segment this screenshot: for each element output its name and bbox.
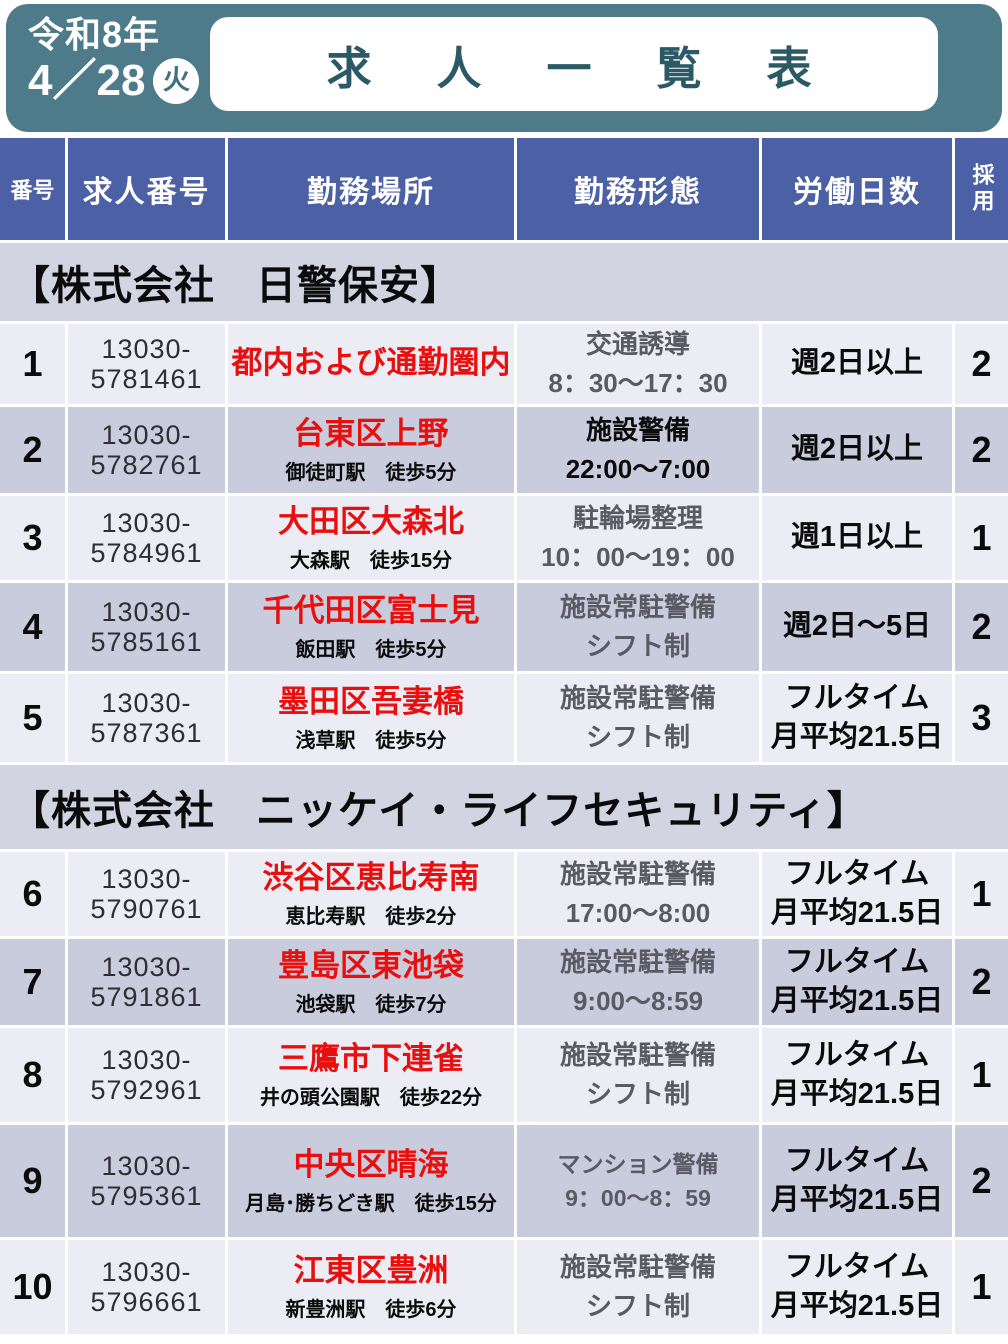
hire-count-cell: 1: [955, 1240, 1008, 1334]
section-header-company-2: 【株式会社 ニッケイ・ライフセキュリティ】: [0, 765, 1008, 849]
row-number-cell: 9: [0, 1125, 65, 1237]
table-row: 8 13030- 5792961 三鷹市下連雀 井の頭公園駅 徒歩22分 施設常駐警…: [0, 1028, 1008, 1122]
date-row: 4／28 火: [28, 56, 200, 105]
work-days-cell: フルタイム 月平均21.5日: [762, 1028, 952, 1122]
table-row: 5 13030- 5787361 墨田区吾妻橋 浅草駅 徒歩5分 施設常駐警備 シフト…: [0, 674, 1008, 762]
era-year: 令和8年: [28, 14, 161, 55]
hire-count-cell: 2: [955, 939, 1008, 1025]
row-number-cell: 4: [0, 583, 65, 671]
work-days-cell: フルタイム 月平均21.5日: [762, 674, 952, 762]
hire-count-cell: 2: [955, 583, 1008, 671]
work-type-cell: 施設常駐警備 シフト制: [517, 583, 759, 671]
job-number-cell: 13030- 5781461: [68, 324, 225, 404]
job-number-cell: 13030- 5796661: [68, 1240, 225, 1334]
table-row: 10 13030- 5796661 江東区豊洲 新豊洲駅 徒歩6分 施設常駐警備 シフ…: [0, 1240, 1008, 1334]
date-value: 4／28: [28, 56, 146, 105]
row-number-cell: 7: [0, 939, 65, 1025]
header-work-days: 労働日数: [762, 138, 952, 240]
work-type-cell: 施設常駐警備 シフト制: [517, 1240, 759, 1334]
location-cell: 墨田区吾妻橋 浅草駅 徒歩5分: [228, 674, 514, 762]
work-days-cell: フルタイム 月平均21.5日: [762, 852, 952, 936]
work-type-cell: 施設常駐警備 17:00～8:00: [517, 852, 759, 936]
banner: 令和8年 4／28 火 求 人 一 覧 表: [6, 4, 1002, 132]
page-title: 求 人 一 覧 表: [326, 42, 822, 94]
location-cell: 千代田区富士見 飯田駅 徒歩5分: [228, 583, 514, 671]
work-type-cell: 交通誘導 8：30～17：30: [517, 324, 759, 404]
work-days-cell: 週2日以上: [762, 407, 952, 493]
work-days-cell: 週1日以上: [762, 496, 952, 580]
hire-count-cell: 1: [955, 1028, 1008, 1122]
work-type-cell: 施設常駐警備 シフト制: [517, 674, 759, 762]
table-row: 3 13030- 5784961 大田区大森北 大森駅 徒歩15分 駐輪場整理 10：…: [0, 496, 1008, 580]
row-number-cell: 6: [0, 852, 65, 936]
header-hire: 採用: [955, 138, 1008, 240]
location-cell: 台東区上野 御徒町駅 徒歩5分: [228, 407, 514, 493]
date-block: 令和8年 4／28 火: [28, 12, 200, 105]
weekday-badge: 火: [153, 58, 200, 105]
job-number-cell: 13030- 5784961: [68, 496, 225, 580]
work-days-cell: フルタイム 月平均21.5日: [762, 1240, 952, 1334]
hire-count-cell: 2: [955, 407, 1008, 493]
hire-count-cell: 1: [955, 496, 1008, 580]
table-row: 4 13030- 5785161 千代田区富士見 飯田駅 徒歩5分 施設常駐警備 シフ…: [0, 583, 1008, 671]
work-days-cell: 週2日以上: [762, 324, 952, 404]
header-work-type: 勤務形態: [517, 138, 759, 240]
table-row: 7 13030- 5791861 豊島区東池袋 池袋駅 徒歩7分 施設常駐警備 9:0…: [0, 939, 1008, 1025]
work-days-cell: 週2日～5日: [762, 583, 952, 671]
location-cell: 大田区大森北 大森駅 徒歩15分: [228, 496, 514, 580]
page-title-box: 求 人 一 覧 表: [210, 17, 938, 111]
table-header-row: 番号 求人番号 勤務場所 勤務形態 労働日数 採用: [0, 138, 1008, 240]
work-days-cell: フルタイム 月平均21.5日: [762, 1125, 952, 1237]
job-number-cell: 13030- 5795361: [68, 1125, 225, 1237]
work-days-cell: フルタイム 月平均21.5日: [762, 939, 952, 1025]
hire-count-cell: 2: [955, 324, 1008, 404]
work-type-cell: 施設常駐警備 9:00～8:59: [517, 939, 759, 1025]
location-cell: 三鷹市下連雀 井の頭公園駅 徒歩22分: [228, 1028, 514, 1122]
hire-count-cell: 2: [955, 1125, 1008, 1237]
row-number-cell: 5: [0, 674, 65, 762]
location-cell: 豊島区東池袋 池袋駅 徒歩7分: [228, 939, 514, 1025]
row-number-cell: 10: [0, 1240, 65, 1334]
work-type-cell: マンション警備 9：00～8：59: [517, 1125, 759, 1237]
header-no: 番号: [0, 138, 65, 240]
job-number-cell: 13030- 5792961: [68, 1028, 225, 1122]
hire-count-cell: 3: [955, 674, 1008, 762]
section-header-company-1: 【株式会社 日警保安】: [0, 243, 1008, 321]
row-number-cell: 8: [0, 1028, 65, 1122]
row-number-cell: 3: [0, 496, 65, 580]
row-number-cell: 2: [0, 407, 65, 493]
location-cell: 中央区晴海 月島･勝ちどき駅 徒歩15分: [228, 1125, 514, 1237]
table-row: 9 13030- 5795361 中央区晴海 月島･勝ちどき駅 徒歩15分 マンショ…: [0, 1125, 1008, 1237]
work-type-cell: 施設常駐警備 シフト制: [517, 1028, 759, 1122]
location-cell: 都内および通勤圏内: [228, 324, 514, 404]
table-row: 2 13030- 5782761 台東区上野 御徒町駅 徒歩5分 施設警備 22:00…: [0, 407, 1008, 493]
header-location: 勤務場所: [228, 138, 514, 240]
table-row: 6 13030- 5790761 渋谷区恵比寿南 恵比寿駅 徒歩2分 施設常駐警備 1…: [0, 852, 1008, 936]
location-cell: 江東区豊洲 新豊洲駅 徒歩6分: [228, 1240, 514, 1334]
job-number-cell: 13030- 5785161: [68, 583, 225, 671]
work-type-cell: 施設警備 22:00～7:00: [517, 407, 759, 493]
row-number-cell: 1: [0, 324, 65, 404]
job-number-cell: 13030- 5787361: [68, 674, 225, 762]
header-job-number: 求人番号: [68, 138, 225, 240]
job-number-cell: 13030- 5791861: [68, 939, 225, 1025]
location-cell: 渋谷区恵比寿南 恵比寿駅 徒歩2分: [228, 852, 514, 936]
table-row: 1 13030- 5781461 都内および通勤圏内 交通誘導 8：30～17：30…: [0, 324, 1008, 404]
hire-count-cell: 1: [955, 852, 1008, 936]
work-type-cell: 駐輪場整理 10：00～19：00: [517, 496, 759, 580]
job-number-cell: 13030- 5782761: [68, 407, 225, 493]
job-number-cell: 13030- 5790761: [68, 852, 225, 936]
